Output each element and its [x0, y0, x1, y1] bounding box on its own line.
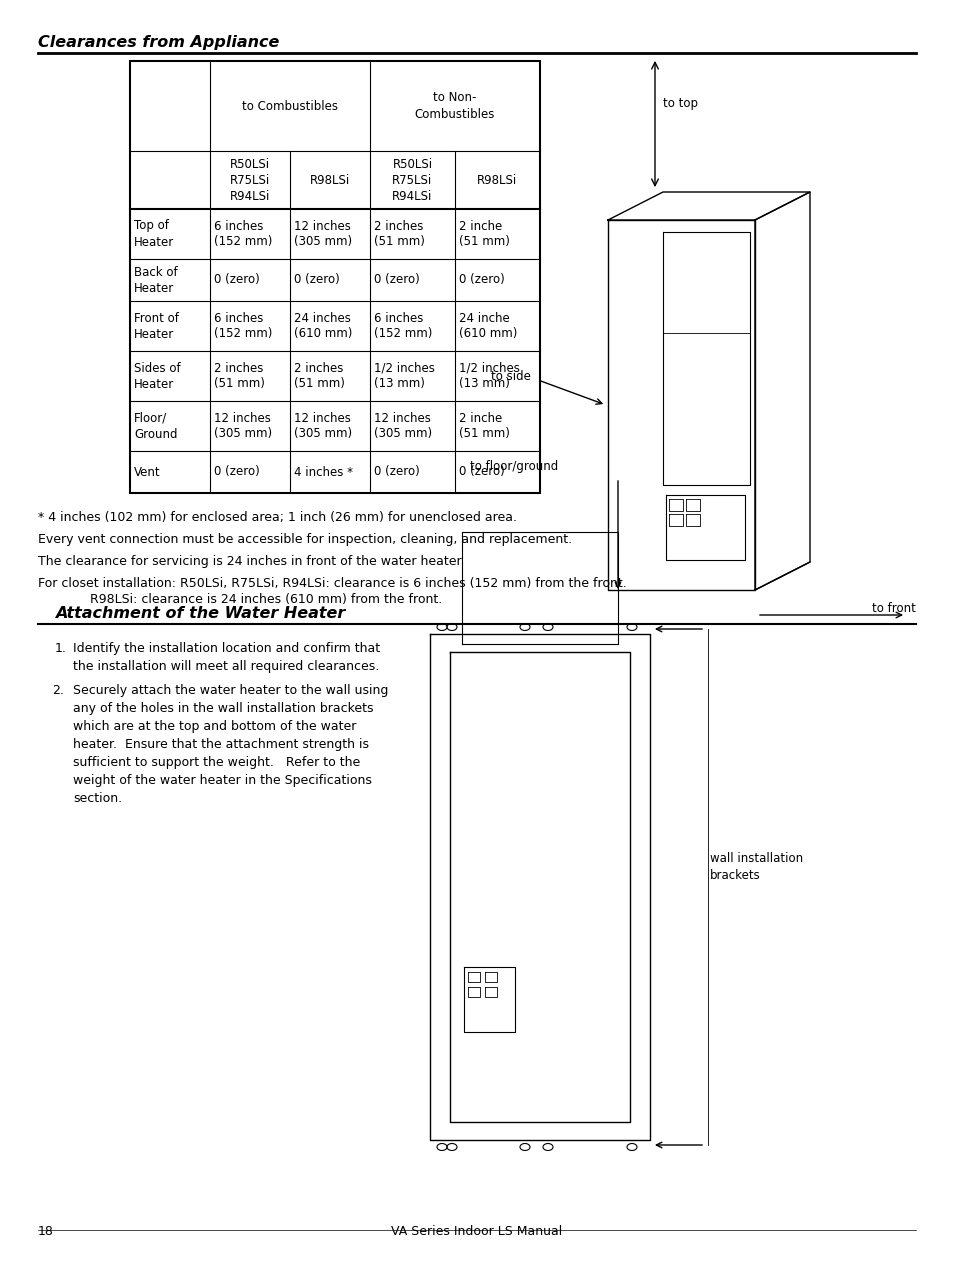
Text: R50LSi
R75LSi
R94LSi: R50LSi R75LSi R94LSi: [230, 157, 270, 202]
Text: 2 inche
(51 mm): 2 inche (51 mm): [458, 220, 509, 249]
Text: Vent: Vent: [133, 466, 160, 479]
Text: 0 (zero): 0 (zero): [213, 273, 259, 287]
Text: VA Series Indoor LS Manual: VA Series Indoor LS Manual: [391, 1226, 562, 1238]
Text: 1/2 inches
(13 mm): 1/2 inches (13 mm): [458, 362, 519, 390]
Text: R50LSi
R75LSi
R94LSi: R50LSi R75LSi R94LSi: [392, 157, 433, 202]
Text: Top of
Heater: Top of Heater: [133, 220, 174, 249]
Text: 2 inches
(51 mm): 2 inches (51 mm): [213, 362, 265, 390]
Text: 2 inches
(51 mm): 2 inches (51 mm): [294, 362, 345, 390]
Text: Securely attach the water heater to the wall using
any of the holes in the wall : Securely attach the water heater to the …: [73, 685, 388, 805]
Text: 0 (zero): 0 (zero): [374, 466, 419, 479]
Text: Clearances from Appliance: Clearances from Appliance: [38, 36, 279, 50]
Text: 24 inche
(610 mm): 24 inche (610 mm): [458, 311, 517, 340]
Text: to floor/ground: to floor/ground: [470, 460, 558, 472]
Text: 2 inches
(51 mm): 2 inches (51 mm): [374, 220, 424, 249]
Text: R98LSi: clearance is 24 inches (610 mm) from the front.: R98LSi: clearance is 24 inches (610 mm) …: [38, 593, 442, 606]
Text: Sides of
Heater: Sides of Heater: [133, 362, 180, 390]
Text: 0 (zero): 0 (zero): [213, 466, 259, 479]
Text: 12 inches
(305 mm): 12 inches (305 mm): [294, 220, 352, 249]
Text: wall installation
brackets: wall installation brackets: [709, 852, 802, 881]
Text: R98LSi: R98LSi: [310, 174, 350, 187]
Text: Identify the installation location and confirm that
the installation will meet a: Identify the installation location and c…: [73, 643, 379, 673]
Text: R98LSi: R98LSi: [476, 174, 517, 187]
Text: Attachment of the Water Heater: Attachment of the Water Heater: [55, 606, 345, 621]
Text: 12 inches
(305 mm): 12 inches (305 mm): [294, 411, 352, 441]
Bar: [130, 61, 539, 493]
Text: The clearance for servicing is 24 inches in front of the water heater: The clearance for servicing is 24 inches…: [38, 555, 461, 568]
Text: 0 (zero): 0 (zero): [458, 273, 504, 287]
Text: 2 inche
(51 mm): 2 inche (51 mm): [458, 411, 509, 441]
Text: 2.: 2.: [52, 685, 64, 697]
Text: 6 inches
(152 mm): 6 inches (152 mm): [213, 220, 273, 249]
Text: 18: 18: [38, 1226, 53, 1238]
Text: 1.: 1.: [55, 643, 67, 655]
Text: 1/2 inches
(13 mm): 1/2 inches (13 mm): [374, 362, 435, 390]
Text: to Combustibles: to Combustibles: [242, 99, 337, 113]
Text: to top: to top: [662, 98, 698, 110]
Text: 0 (zero): 0 (zero): [374, 273, 419, 287]
Text: For closet installation: R50LSi, R75LSi, R94LSi: clearance is 6 inches (152 mm) : For closet installation: R50LSi, R75LSi,…: [38, 577, 626, 591]
Text: to front: to front: [871, 602, 915, 615]
Text: 24 inches
(610 mm): 24 inches (610 mm): [294, 311, 352, 340]
Text: 12 inches
(305 mm): 12 inches (305 mm): [374, 411, 432, 441]
Text: to side: to side: [491, 371, 530, 384]
Text: to Non-
Combustibles: to Non- Combustibles: [415, 91, 495, 121]
Text: 4 inches *: 4 inches *: [294, 466, 353, 479]
Text: Back of
Heater: Back of Heater: [133, 265, 177, 295]
Text: * 4 inches (102 mm) for enclosed area; 1 inch (26 mm) for unenclosed area.: * 4 inches (102 mm) for enclosed area; 1…: [38, 511, 517, 525]
Text: Floor/
Ground: Floor/ Ground: [133, 411, 177, 441]
Text: 0 (zero): 0 (zero): [458, 466, 504, 479]
Text: 0 (zero): 0 (zero): [294, 273, 339, 287]
Text: Front of
Heater: Front of Heater: [133, 311, 178, 340]
Text: 12 inches
(305 mm): 12 inches (305 mm): [213, 411, 272, 441]
Text: 6 inches
(152 mm): 6 inches (152 mm): [374, 311, 432, 340]
Text: Every vent connection must be accessible for inspection, cleaning, and replaceme: Every vent connection must be accessible…: [38, 533, 572, 546]
Text: 6 inches
(152 mm): 6 inches (152 mm): [213, 311, 273, 340]
